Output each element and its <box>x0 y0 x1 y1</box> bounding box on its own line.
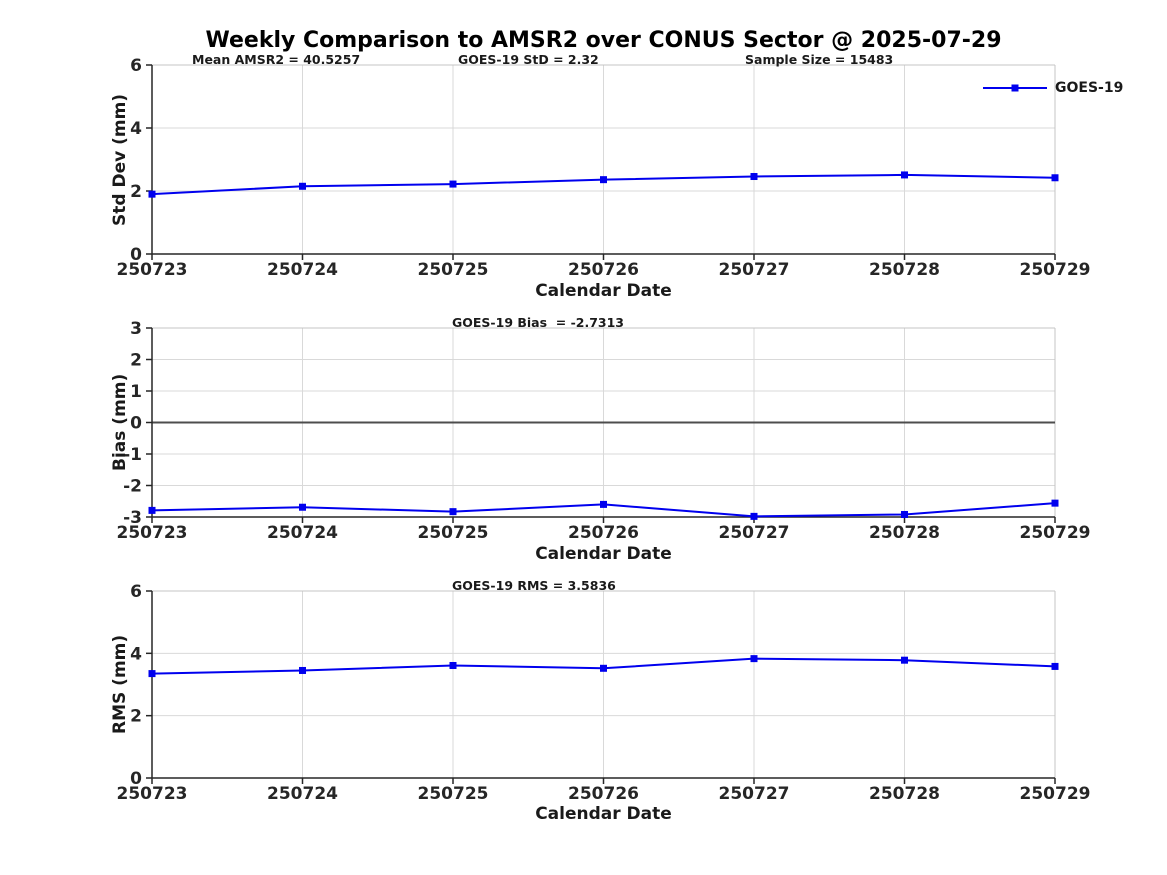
x-tick-label: 250725 <box>418 523 489 543</box>
data-marker <box>600 176 607 184</box>
y-tick-label: 4 <box>130 644 142 664</box>
data-marker <box>600 664 607 672</box>
data-marker <box>299 182 306 190</box>
y-tick-label: 3 <box>130 319 142 339</box>
x-tick-label: 250727 <box>719 260 790 280</box>
x-tick-label: 250726 <box>568 523 639 543</box>
y-tick-label: -1 <box>123 445 142 465</box>
data-marker <box>750 655 758 663</box>
data-marker <box>750 173 758 181</box>
x-tick-label: 250727 <box>719 784 790 804</box>
data-marker <box>148 190 156 198</box>
y-tick-label: 0 <box>130 414 142 434</box>
ylabel-bias: Bias (mm) <box>110 373 130 472</box>
legend-line-icon <box>983 84 1047 92</box>
y-tick-label: 6 <box>130 56 142 76</box>
xlabel-calendar-date-rms: Calendar Date <box>535 804 672 824</box>
data-marker <box>148 670 156 678</box>
data-marker <box>1051 662 1059 670</box>
data-marker <box>750 512 758 520</box>
data-marker <box>449 180 457 188</box>
y-tick-label: 2 <box>130 351 142 371</box>
x-tick-label: 250726 <box>568 260 639 280</box>
y-tick-label: 0 <box>130 245 142 265</box>
xlabel-calendar-date-stddev: Calendar Date <box>535 281 672 301</box>
data-marker <box>449 508 457 516</box>
data-marker <box>1051 174 1059 182</box>
annotation-mean-amsr2: Mean AMSR2 = 40.5257 <box>192 52 361 67</box>
xlabel-calendar-date-bias: Calendar Date <box>535 544 672 564</box>
y-tick-label: 0 <box>130 769 142 789</box>
data-marker <box>299 666 306 674</box>
x-tick-label: 250723 <box>117 260 188 280</box>
y-tick-label: -2 <box>123 477 142 497</box>
x-tick-label: 250728 <box>869 784 940 804</box>
data-marker <box>148 506 156 514</box>
x-tick-label: 250727 <box>719 523 790 543</box>
x-tick-label: 250729 <box>1020 523 1091 543</box>
ylabel-stddev: Std Dev (mm) <box>110 93 130 226</box>
x-tick-label: 250729 <box>1020 260 1091 280</box>
x-tick-label: 250724 <box>267 260 338 280</box>
x-tick-label: 250728 <box>869 523 940 543</box>
y-tick-label: 2 <box>130 707 142 727</box>
x-tick-label: 250726 <box>568 784 639 804</box>
chart-title: Weekly Comparison to AMSR2 over CONUS Se… <box>205 28 1002 53</box>
x-tick-label: 250725 <box>418 260 489 280</box>
data-marker <box>901 510 908 518</box>
annotation-sample-size: Sample Size = 15483 <box>745 52 894 67</box>
x-tick-label: 250723 <box>117 523 188 543</box>
y-tick-label: -3 <box>123 508 142 528</box>
x-tick-label: 250729 <box>1020 784 1091 804</box>
annotation-goes19-bias: GOES-19 Bias = -2.7313 <box>452 315 625 330</box>
x-tick-label: 250724 <box>267 523 338 543</box>
data-marker <box>1051 499 1059 507</box>
legend: GOES-19 <box>983 80 1123 96</box>
data-marker <box>901 656 908 664</box>
x-tick-label: 250725 <box>418 784 489 804</box>
data-marker <box>449 661 457 669</box>
data-marker <box>600 500 607 508</box>
data-marker <box>901 171 908 179</box>
annotation-goes19-std: GOES-19 StD = 2.32 <box>458 52 599 67</box>
y-tick-label: 2 <box>130 182 142 202</box>
legend-label: GOES-19 <box>1055 80 1124 96</box>
y-tick-label: 6 <box>130 582 142 602</box>
y-tick-label: 1 <box>130 382 142 402</box>
x-tick-label: 250723 <box>117 784 188 804</box>
annotation-goes19-rms: GOES-19 RMS = 3.5836 <box>452 578 616 593</box>
ylabel-rms: RMS (mm) <box>110 634 130 735</box>
x-tick-label: 250728 <box>869 260 940 280</box>
x-tick-label: 250724 <box>267 784 338 804</box>
data-marker <box>299 503 306 511</box>
y-tick-label: 4 <box>130 119 142 139</box>
